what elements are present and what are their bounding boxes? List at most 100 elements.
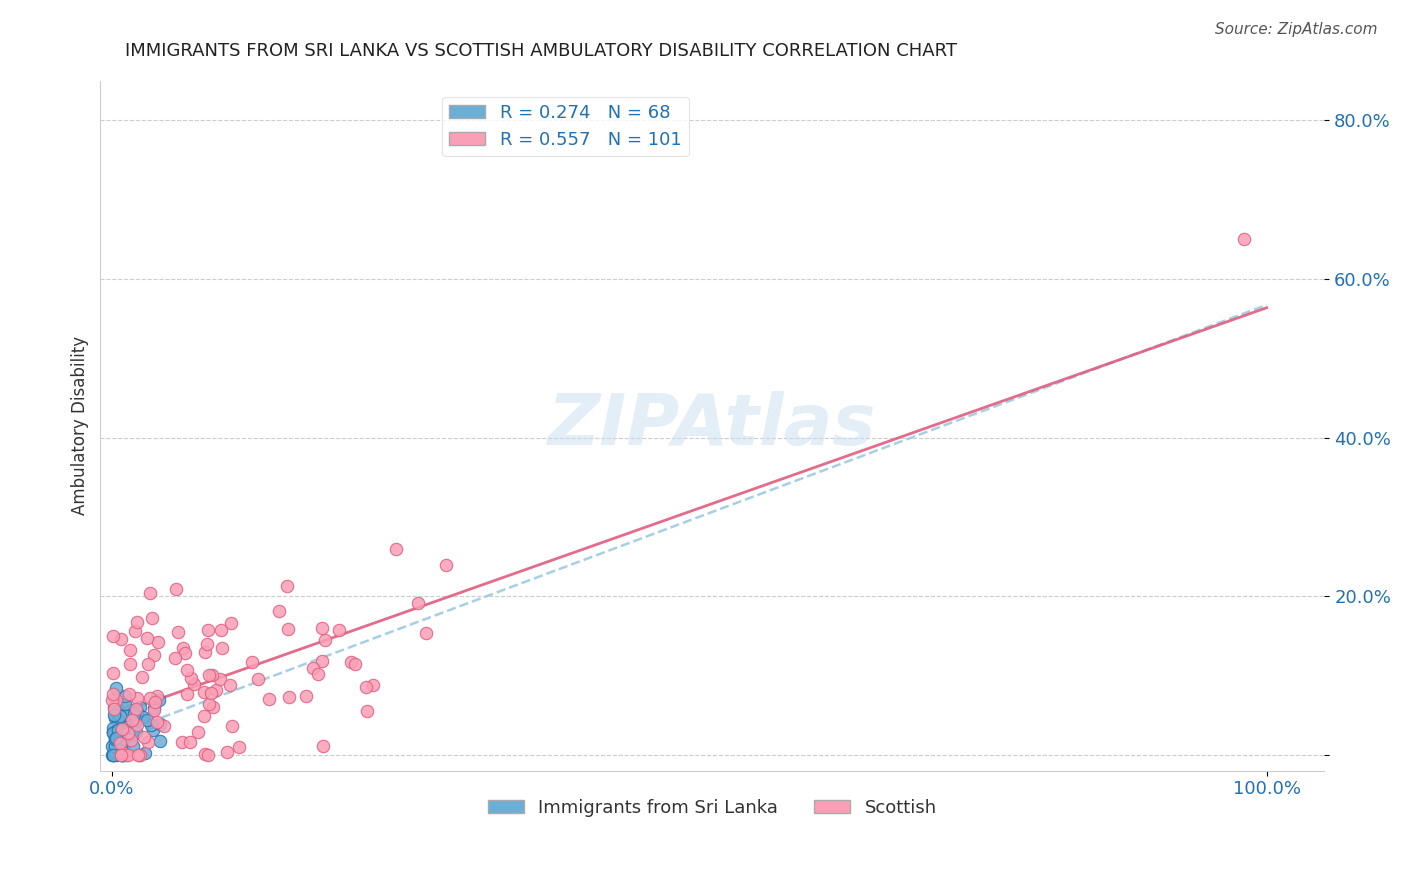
Scottish (139, 585, 162, 599)
Scottish (195, 636, 218, 650)
Scottish (340, 655, 363, 669)
Scottish (180, 671, 202, 685)
Immigrants from Sri Lanka (124, 715, 146, 730)
Immigrants from Sri Lanka (101, 747, 124, 762)
Scottish (1232, 232, 1254, 246)
Scottish (167, 624, 190, 639)
Immigrants from Sri Lanka (101, 739, 124, 754)
Immigrants from Sri Lanka (105, 731, 128, 745)
Scottish (198, 668, 221, 682)
Scottish (136, 657, 159, 671)
Scottish (118, 687, 141, 701)
Scottish (110, 747, 132, 762)
Scottish (103, 701, 125, 715)
Scottish (112, 747, 135, 761)
Immigrants from Sri Lanka (114, 736, 136, 750)
Immigrants from Sri Lanka (105, 681, 128, 695)
Scottish (277, 623, 299, 637)
Immigrants from Sri Lanka (120, 703, 142, 717)
Immigrants from Sri Lanka (105, 699, 128, 714)
Immigrants from Sri Lanka (101, 726, 124, 740)
Immigrants from Sri Lanka (108, 709, 131, 723)
Immigrants from Sri Lanka (111, 732, 134, 747)
Scottish (117, 725, 139, 739)
Legend: Immigrants from Sri Lanka, Scottish: Immigrants from Sri Lanka, Scottish (481, 791, 945, 823)
Scottish (302, 661, 325, 675)
Text: ZIPAtlas: ZIPAtlas (548, 392, 876, 460)
Scottish (176, 663, 198, 677)
Scottish (121, 713, 143, 727)
Scottish (221, 719, 243, 733)
Immigrants from Sri Lanka (108, 721, 131, 735)
Scottish (311, 621, 333, 635)
Scottish (267, 604, 290, 618)
Scottish (127, 718, 149, 732)
Immigrants from Sri Lanka (104, 739, 127, 753)
Immigrants from Sri Lanka (114, 707, 136, 722)
Scottish (104, 693, 127, 707)
Scottish (200, 668, 222, 682)
Scottish (134, 731, 156, 745)
Immigrants from Sri Lanka (134, 746, 156, 760)
Immigrants from Sri Lanka (107, 728, 129, 742)
Scottish (103, 666, 125, 681)
Immigrants from Sri Lanka (104, 704, 127, 718)
Immigrants from Sri Lanka (103, 700, 125, 714)
Immigrants from Sri Lanka (114, 689, 136, 703)
Immigrants from Sri Lanka (104, 732, 127, 747)
Scottish (257, 691, 280, 706)
Scottish (328, 624, 350, 638)
Immigrants from Sri Lanka (149, 733, 172, 747)
Scottish (125, 615, 148, 629)
Scottish (193, 747, 215, 762)
Immigrants from Sri Lanka (115, 720, 138, 734)
Immigrants from Sri Lanka (111, 747, 134, 762)
Scottish (215, 745, 238, 759)
Scottish (183, 677, 205, 691)
Scottish (131, 670, 153, 684)
Scottish (146, 690, 169, 704)
Immigrants from Sri Lanka (111, 740, 134, 755)
Scottish (179, 735, 201, 749)
Scottish (118, 657, 141, 672)
Immigrants from Sri Lanka (107, 723, 129, 738)
Immigrants from Sri Lanka (111, 747, 134, 762)
Scottish (111, 722, 134, 736)
Text: Source: ZipAtlas.com: Source: ZipAtlas.com (1215, 22, 1378, 37)
Y-axis label: Ambulatory Disability: Ambulatory Disability (72, 336, 89, 516)
Immigrants from Sri Lanka (103, 741, 125, 756)
Immigrants from Sri Lanka (105, 747, 128, 762)
Scottish (211, 641, 233, 656)
Immigrants from Sri Lanka (124, 706, 146, 721)
Scottish (170, 734, 193, 748)
Scottish (124, 702, 146, 716)
Scottish (193, 684, 215, 698)
Immigrants from Sri Lanka (125, 705, 148, 719)
Immigrants from Sri Lanka (118, 728, 141, 742)
Immigrants from Sri Lanka (105, 724, 128, 739)
Immigrants from Sri Lanka (148, 692, 170, 706)
Immigrants from Sri Lanka (105, 740, 128, 755)
Scottish (141, 611, 163, 625)
Scottish (415, 626, 437, 640)
Scottish (219, 678, 242, 692)
Immigrants from Sri Lanka (111, 747, 134, 762)
Scottish (193, 709, 215, 723)
Scottish (174, 646, 197, 660)
Immigrants from Sri Lanka (121, 739, 143, 753)
Scottish (312, 739, 335, 753)
Immigrants from Sri Lanka (114, 697, 136, 711)
Immigrants from Sri Lanka (101, 747, 124, 762)
Immigrants from Sri Lanka (136, 713, 159, 727)
Scottish (110, 632, 132, 646)
Immigrants from Sri Lanka (103, 745, 125, 759)
Scottish (101, 629, 124, 643)
Immigrants from Sri Lanka (142, 701, 165, 715)
Scottish (194, 645, 217, 659)
Scottish (197, 698, 219, 712)
Scottish (197, 623, 219, 637)
Immigrants from Sri Lanka (112, 731, 135, 745)
Scottish (110, 747, 132, 762)
Scottish (163, 650, 186, 665)
Immigrants from Sri Lanka (125, 724, 148, 739)
